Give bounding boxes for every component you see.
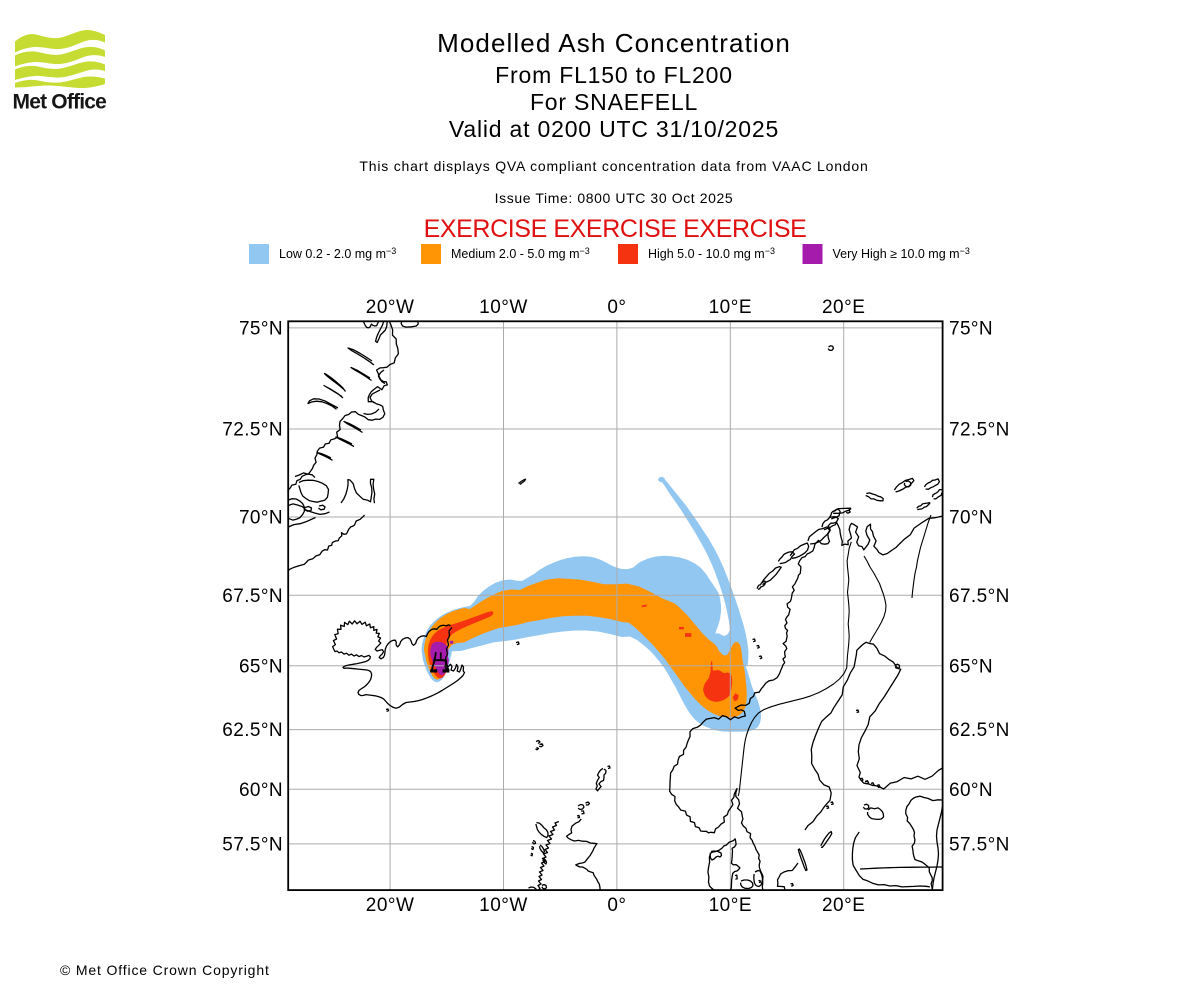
- svg-text:Valid at 0200 UTC 31/10/2025: Valid at 0200 UTC 31/10/2025: [449, 116, 779, 142]
- svg-text:20°W: 20°W: [366, 297, 415, 318]
- svg-text:72.5°N: 72.5°N: [222, 420, 283, 441]
- svg-text:67.5°N: 67.5°N: [949, 586, 1010, 607]
- svg-text:67.5°N: 67.5°N: [222, 586, 283, 607]
- svg-text:10°W: 10°W: [479, 297, 528, 318]
- svg-text:EXERCISE EXERCISE EXERCISE: EXERCISE EXERCISE EXERCISE: [424, 215, 807, 243]
- svg-text:Modelled Ash Concentration: Modelled Ash Concentration: [437, 28, 791, 58]
- svg-text:20°E: 20°E: [822, 895, 865, 916]
- svg-text:From FL150 to FL200: From FL150 to FL200: [495, 62, 733, 88]
- svg-text:10°E: 10°E: [709, 297, 752, 318]
- svg-text:For SNAEFELL: For SNAEFELL: [530, 89, 698, 115]
- svg-text:62.5°N: 62.5°N: [222, 720, 283, 741]
- svg-text:70°N: 70°N: [949, 508, 993, 529]
- svg-text:72.5°N: 72.5°N: [949, 420, 1010, 441]
- svg-text:65°N: 65°N: [239, 656, 283, 677]
- svg-text:Very High ≥ 10.0 mg m−3: Very High ≥ 10.0 mg m−3: [833, 246, 970, 261]
- svg-text:20°W: 20°W: [366, 895, 415, 916]
- svg-text:57.5°N: 57.5°N: [222, 834, 283, 855]
- svg-text:60°N: 60°N: [949, 780, 993, 801]
- svg-text:0°: 0°: [607, 895, 626, 916]
- svg-text:57.5°N: 57.5°N: [949, 834, 1010, 855]
- svg-text:65°N: 65°N: [949, 656, 993, 677]
- svg-text:70°N: 70°N: [239, 508, 283, 529]
- svg-text:60°N: 60°N: [239, 780, 283, 801]
- svg-text:75°N: 75°N: [949, 318, 993, 339]
- svg-text:This chart displays QVA compli: This chart displays QVA compliant concen…: [359, 158, 868, 174]
- svg-text:20°E: 20°E: [822, 297, 865, 318]
- svg-text:10°W: 10°W: [479, 895, 528, 916]
- svg-text:© Met Office Crown Copyright: © Met Office Crown Copyright: [60, 962, 270, 978]
- svg-text:0°: 0°: [607, 297, 626, 318]
- svg-text:High 5.0 - 10.0 mg m−3: High 5.0 - 10.0 mg m−3: [648, 246, 775, 261]
- svg-text:Low 0.2 - 2.0 mg m−3: Low 0.2 - 2.0 mg m−3: [279, 246, 396, 261]
- svg-text:Met Office: Met Office: [13, 91, 107, 114]
- svg-text:Medium 2.0 - 5.0 mg m−3: Medium 2.0 - 5.0 mg m−3: [451, 246, 590, 261]
- svg-text:Issue Time: 0800 UTC 30 Oct 20: Issue Time: 0800 UTC 30 Oct 2025: [495, 190, 734, 206]
- svg-text:10°E: 10°E: [709, 895, 752, 916]
- svg-text:62.5°N: 62.5°N: [949, 720, 1010, 741]
- svg-text:75°N: 75°N: [239, 318, 283, 339]
